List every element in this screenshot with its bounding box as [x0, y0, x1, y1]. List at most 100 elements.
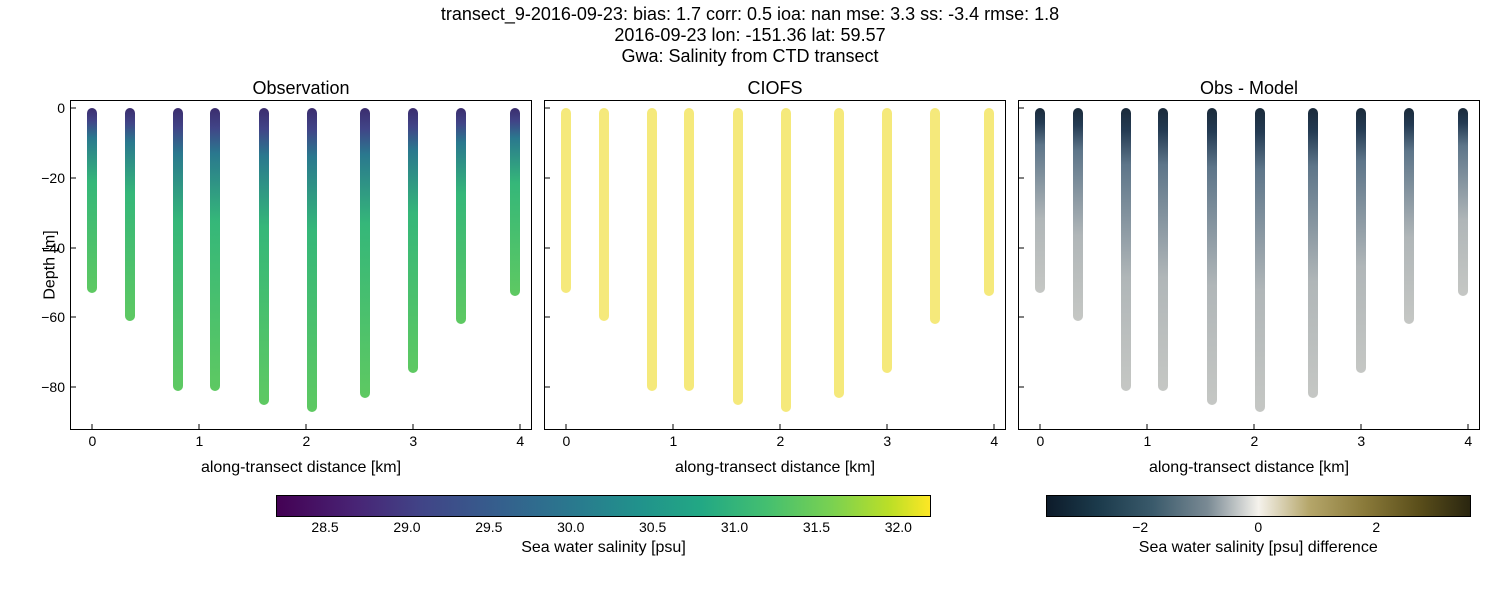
xtick-mark — [994, 424, 995, 429]
profile-bar — [360, 108, 370, 398]
colorbar-label: Sea water salinity [psu] — [276, 539, 931, 557]
ytick-mark — [71, 317, 76, 318]
xtick-mark — [1361, 424, 1362, 429]
colorbar-tick-label: 31.0 — [721, 519, 748, 535]
plot-area: 01234along-transect distance [km] — [544, 100, 1006, 430]
profile-bar — [125, 108, 135, 321]
xtick-mark — [673, 424, 674, 429]
colorbar-tick-label: −2 — [1132, 519, 1148, 535]
profile-bar — [1458, 108, 1468, 296]
xtick-label: 4 — [1464, 429, 1472, 449]
ytick-label: 0 — [57, 100, 71, 116]
suptitle-line-2: 2016-09-23 lon: -151.36 lat: 59.57 — [0, 25, 1500, 46]
colorbar-tick-label: 32.0 — [885, 519, 912, 535]
ytick-mark — [71, 107, 76, 108]
xtick-label: 0 — [88, 429, 96, 449]
profile-bar — [733, 108, 743, 405]
colorbar-tick-label: 0 — [1254, 519, 1262, 535]
ytick-label: −20 — [41, 170, 71, 186]
ytick-mark — [1019, 317, 1024, 318]
xtick-mark — [1040, 424, 1041, 429]
figure-suptitle: transect_9-2016-09-23: bias: 1.7 corr: 0… — [0, 4, 1500, 67]
xtick-mark — [92, 424, 93, 429]
xtick-mark — [199, 424, 200, 429]
xtick-mark — [887, 424, 888, 429]
profile-bar — [599, 108, 609, 321]
ytick-label: −60 — [41, 309, 71, 325]
colorbar-tick-label: 30.5 — [639, 519, 666, 535]
plot-area: 0−20−40−60−8001234along-transect distanc… — [70, 100, 532, 430]
profile-bar — [1404, 108, 1414, 324]
profile-bar — [510, 108, 520, 296]
colorbar-salinity-holder: 28.529.029.530.030.531.031.532.0Sea wate… — [70, 485, 1006, 580]
profile-bar — [259, 108, 269, 405]
profile-bar — [173, 108, 183, 391]
xtick-mark — [1254, 424, 1255, 429]
colorbar-difference: −2 0 2 Sea water salinity [psu] difference — [1046, 495, 1471, 557]
xtick-mark — [1468, 424, 1469, 429]
profile-bar — [408, 108, 418, 373]
profile-bar — [882, 108, 892, 373]
colorbar-slot-right: −2 0 2 Sea water salinity [psu] difference — [1018, 485, 1480, 580]
ytick-mark — [545, 317, 550, 318]
profile-bar — [834, 108, 844, 398]
colorbars-row: −202Sea water salinity [psu] difference … — [70, 485, 1480, 580]
profile-bar — [1158, 108, 1168, 391]
plot-area: 01234along-transect distance [km] — [1018, 100, 1480, 430]
profile-bar — [1035, 108, 1045, 293]
ytick-mark — [545, 107, 550, 108]
ytick-mark — [1019, 247, 1024, 248]
profile-bar — [307, 108, 317, 412]
y-axis-label: Depth [m] — [42, 230, 60, 299]
profile-bar — [1073, 108, 1083, 321]
x-axis-label: along-transect distance [km] — [545, 459, 1005, 477]
ytick-mark — [545, 247, 550, 248]
xtick-label: 3 — [883, 429, 891, 449]
panel-observation: Observation0−20−40−60−8001234along-trans… — [70, 100, 532, 430]
profile-bar — [1255, 108, 1265, 412]
xtick-label: 1 — [1143, 429, 1151, 449]
panel-title: CIOFS — [544, 78, 1006, 99]
panel-obs---model: Obs - Model01234along-transect distance … — [1018, 100, 1480, 430]
ytick-mark — [545, 387, 550, 388]
profile-bar — [1356, 108, 1366, 373]
xtick-label: 4 — [516, 429, 524, 449]
profile-bar — [1121, 108, 1131, 391]
panel-title: Observation — [70, 78, 532, 99]
colorbar-tick-label: 2 — [1372, 519, 1380, 535]
profile-bar — [930, 108, 940, 324]
suptitle-line-1: transect_9-2016-09-23: bias: 1.7 corr: 0… — [0, 4, 1500, 25]
colorbar-label: Sea water salinity [psu] difference — [1046, 539, 1471, 557]
ytick-mark — [545, 177, 550, 178]
ytick-mark — [71, 247, 76, 248]
colorbar-tick-label: 29.5 — [475, 519, 502, 535]
xtick-mark — [520, 424, 521, 429]
profile-bar — [210, 108, 220, 391]
profile-bar — [456, 108, 466, 324]
xtick-label: 2 — [1250, 429, 1258, 449]
colorbar-ticks: −2 0 2 — [1046, 517, 1471, 537]
profile-bar — [647, 108, 657, 391]
profile-bar — [87, 108, 97, 293]
x-axis-label: along-transect distance [km] — [1019, 459, 1479, 477]
colorbar-tick-label: 30.0 — [557, 519, 584, 535]
profile-bar — [984, 108, 994, 296]
ytick-mark — [71, 387, 76, 388]
xtick-label: 3 — [409, 429, 417, 449]
xtick-label: 0 — [1036, 429, 1044, 449]
xtick-label: 2 — [302, 429, 310, 449]
xtick-label: 3 — [1357, 429, 1365, 449]
xtick-mark — [413, 424, 414, 429]
ytick-mark — [71, 177, 76, 178]
xtick-mark — [780, 424, 781, 429]
panels-row: Observation0−20−40−60−8001234along-trans… — [70, 100, 1480, 430]
profile-bar — [684, 108, 694, 391]
suptitle-line-3: Gwa: Salinity from CTD transect — [0, 46, 1500, 67]
xtick-label: 1 — [195, 429, 203, 449]
colorbar-salinity: 28.529.029.530.030.531.031.532.0Sea wate… — [276, 495, 931, 557]
ytick-mark — [1019, 177, 1024, 178]
panel-ciofs: CIOFS01234along-transect distance [km] — [544, 100, 1006, 430]
ytick-mark — [1019, 107, 1024, 108]
colorbar-tick-label: 29.0 — [393, 519, 420, 535]
xtick-label: 4 — [990, 429, 998, 449]
